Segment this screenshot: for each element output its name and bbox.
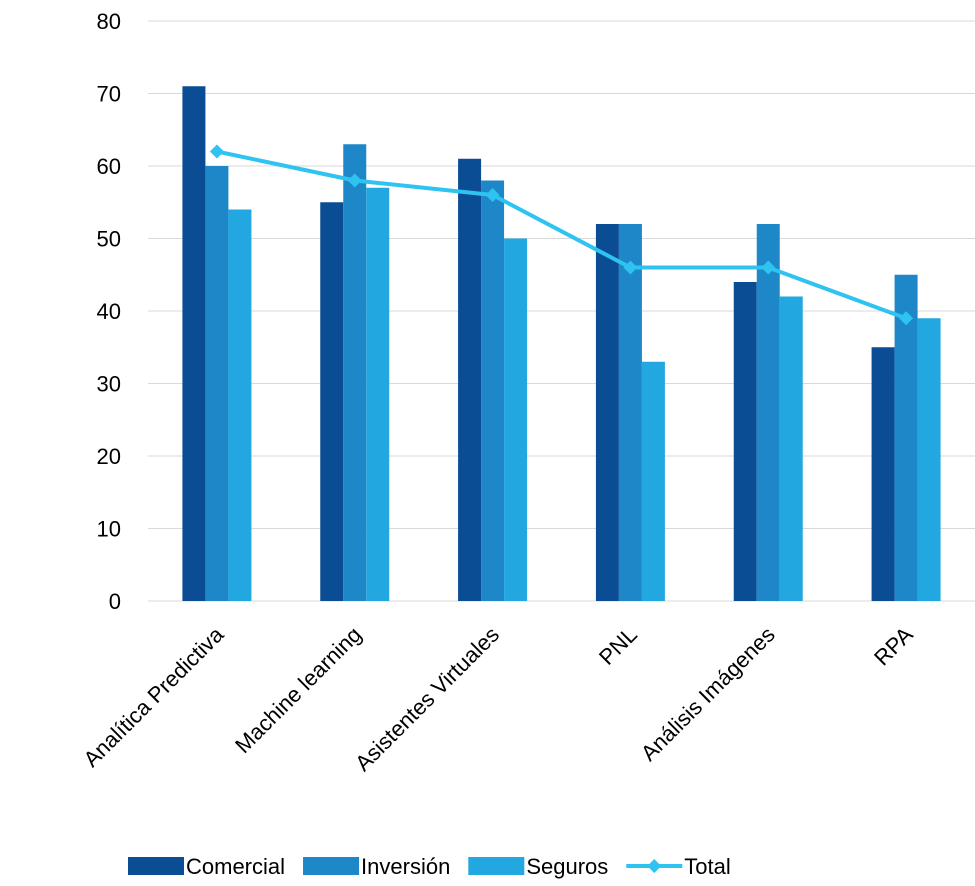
bar-comercial [458,158,482,601]
bar-inversión [481,180,505,601]
marker-total [761,260,776,275]
y-tick-label: 60 [97,154,121,179]
y-tick-label: 50 [97,227,121,252]
y-axis-tick-labels: 0 10 20 30 40 50 60 70 80 [97,9,121,614]
bar-seguros [917,318,941,601]
bars [182,86,941,601]
legend-label-comercial: Comercial [186,854,285,879]
marker-total [485,188,500,202]
bar-inversión [205,166,229,601]
bar-inversión [756,224,780,601]
bar-seguros [366,187,390,601]
x-category-label: Analítica Predictiva [78,621,229,772]
x-category-label: Análisis Imágenes [636,622,780,766]
y-tick-label: 10 [97,517,121,542]
legend: Comercial Inversión Seguros Total [128,854,731,879]
bar-seguros [779,296,803,601]
bar-comercial [871,347,895,601]
bar-seguros [641,361,665,601]
marker-total [623,260,638,275]
x-category-label: Machine learning [230,622,366,758]
bar-seguros [228,209,252,601]
bar-inversión [343,144,367,601]
marker-total [899,311,914,326]
legend-swatch-seguros [468,857,525,875]
bar-comercial [595,224,619,601]
y-tick-label: 80 [97,9,121,34]
legend-swatch-inversión [303,857,360,875]
x-category-label: Asistentes Virtuales [350,622,504,776]
x-category-label: RPA [869,622,918,671]
legend-marker-total [647,859,662,873]
total-line-series [209,144,914,326]
bar-inversión [618,224,642,601]
y-tick-label: 0 [109,589,121,614]
legend-label-inversión: Inversión [361,854,450,879]
x-axis-category-labels: Analítica Predictiva Machine learningAsis… [78,621,917,776]
gridlines [148,20,975,602]
legend-label-seguros: Seguros [526,854,608,879]
line-total [216,149,907,321]
y-tick-label: 70 [97,82,121,107]
y-tick-label: 30 [97,372,121,397]
bar-comercial [733,282,757,601]
y-tick-label: 40 [97,299,121,324]
x-category-label: PNL [594,622,642,670]
bar-inversión [894,274,918,601]
marker-total [347,173,362,188]
bar-comercial [320,202,344,601]
bar-comercial [182,86,206,601]
legend-swatch-comercial [128,857,184,875]
bar-seguros [504,238,528,601]
marker-total [209,144,224,159]
legend-label-total: Total [684,854,730,879]
y-tick-label: 20 [97,444,121,469]
